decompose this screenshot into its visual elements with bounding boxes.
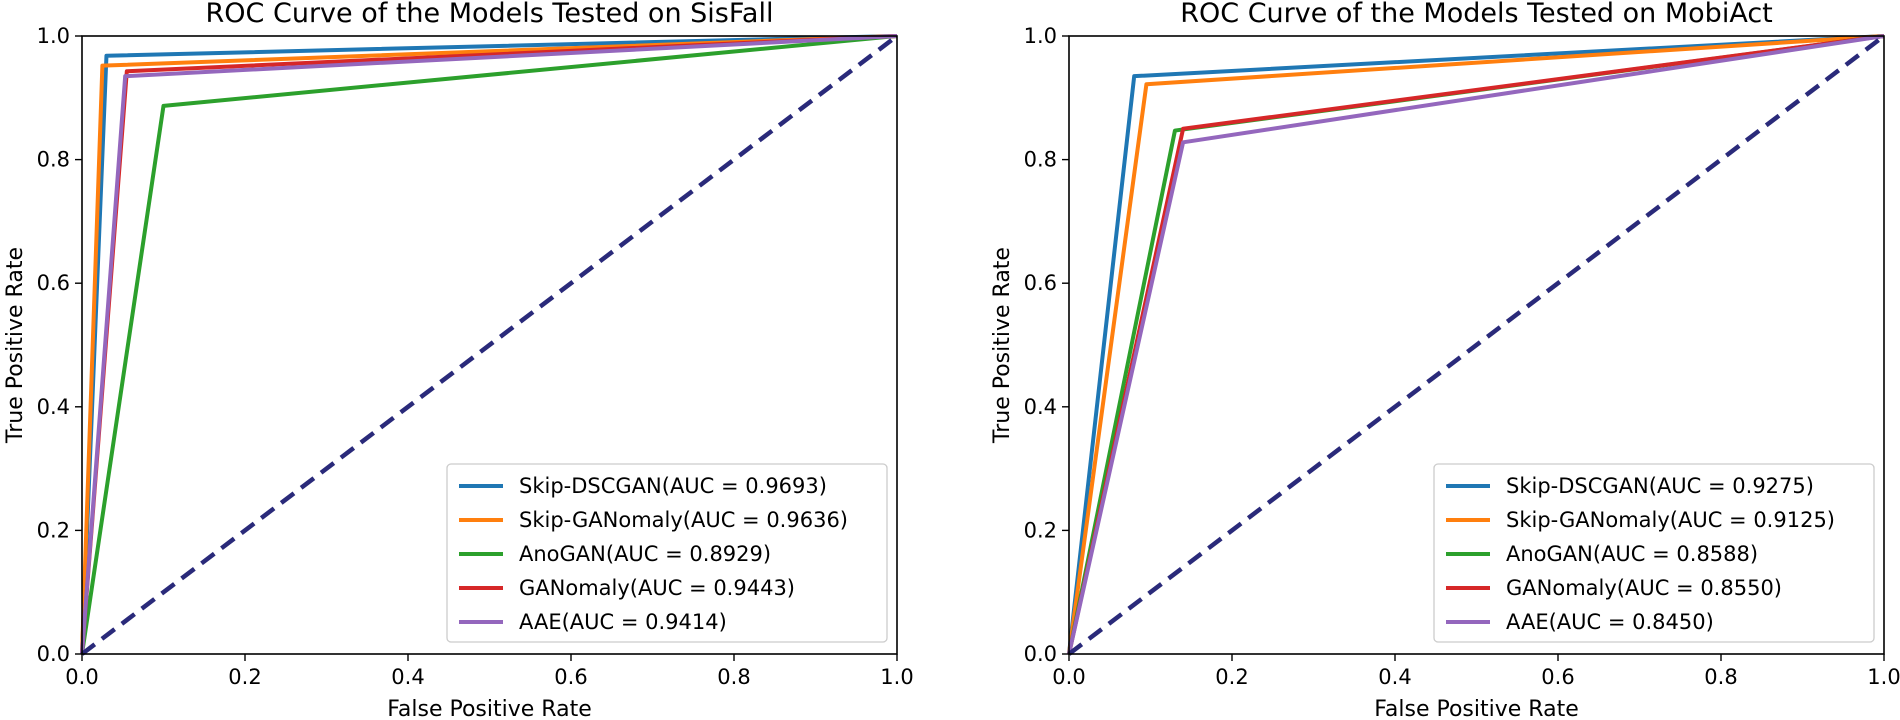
series-line-5: [1067, 34, 1885, 655]
series-line-2: [1067, 34, 1885, 655]
roc-chart-mobiact: ROC Curve of the Models Tested on MobiAc…: [990, 0, 1900, 720]
y-tick-label: 0.2: [1024, 518, 1057, 542]
chart-title: ROC Curve of the Models Tested on MobiAc…: [1180, 0, 1773, 29]
legend-label-2: Skip-GANomaly(AUC = 0.9125): [1506, 508, 1835, 532]
legend-label-1: Skip-DSCGAN(AUC = 0.9693): [519, 474, 827, 498]
y-tick-label: 0.8: [1024, 148, 1057, 172]
x-tick-label: 1.0: [880, 665, 913, 689]
x-tick-label: 0.8: [1704, 665, 1737, 689]
x-tick-label: 0.4: [391, 665, 424, 689]
legend-label-1: Skip-DSCGAN(AUC = 0.9275): [1506, 474, 1814, 498]
legend-label-4: GANomaly(AUC = 0.9443): [519, 576, 795, 600]
legend: Skip-DSCGAN(AUC = 0.9275) Skip-GANomaly(A…: [1433, 463, 1875, 643]
y-axis-label: True Positive Rate: [3, 247, 28, 444]
x-tick-label: 0.6: [554, 665, 587, 689]
legend-label-3: AnoGAN(AUC = 0.8929): [519, 542, 771, 566]
chart-title: ROC Curve of the Models Tested on SisFal…: [206, 0, 774, 29]
roc-chart-sisfall: ROC Curve of the Models Tested on SisFal…: [3, 0, 914, 720]
legend-box: [1433, 463, 1875, 643]
y-tick-label: 0.0: [1024, 642, 1057, 666]
y-tick-label: 0.6: [1024, 271, 1057, 295]
series-line-2: [80, 34, 898, 655]
series-line-3: [80, 34, 898, 655]
series-line-1: [1067, 34, 1885, 655]
legend: Skip-DSCGAN(AUC = 0.9693) Skip-GANomaly(A…: [446, 463, 888, 643]
y-tick-label: 1.0: [37, 24, 70, 48]
legend-label-4: GANomaly(AUC = 0.8550): [1506, 576, 1782, 600]
plot-frame: [81, 35, 898, 655]
y-tick-label: 0.4: [1024, 395, 1057, 419]
legend-label-5: AAE(AUC = 0.9414): [519, 610, 727, 634]
legend-label-2: Skip-GANomaly(AUC = 0.9636): [519, 508, 848, 532]
x-tick-label: 0.0: [65, 665, 98, 689]
x-tick-label: 0.2: [228, 665, 261, 689]
y-tick-label: 0.0: [37, 642, 70, 666]
x-tick-label: 1.0: [1867, 665, 1900, 689]
x-tick-label: 0.8: [717, 665, 750, 689]
legend-label-3: AnoGAN(AUC = 0.8588): [1506, 542, 1758, 566]
x-tick-label: 0.4: [1378, 665, 1411, 689]
y-tick-label: 0.6: [37, 271, 70, 295]
y-axis-label: True Positive Rate: [990, 247, 1015, 444]
legend-box: [446, 463, 888, 643]
x-tick-label: 0.2: [1215, 665, 1248, 689]
y-tick-label: 0.2: [37, 518, 70, 542]
chance-diagonal-line: [1067, 34, 1886, 656]
chance-diagonal-line: [80, 34, 899, 656]
x-axis-label: False Positive Rate: [387, 697, 591, 720]
x-tick-label: 0.0: [1052, 665, 1085, 689]
y-tick-label: 1.0: [1024, 24, 1057, 48]
y-tick-label: 0.4: [37, 395, 70, 419]
x-tick-label: 0.6: [1541, 665, 1574, 689]
x-axis-label: False Positive Rate: [1374, 697, 1578, 720]
y-tick-label: 0.8: [37, 148, 70, 172]
legend-label-5: AAE(AUC = 0.8450): [1506, 610, 1714, 634]
plot-frame: [1068, 35, 1885, 655]
series-line-5: [80, 34, 898, 655]
